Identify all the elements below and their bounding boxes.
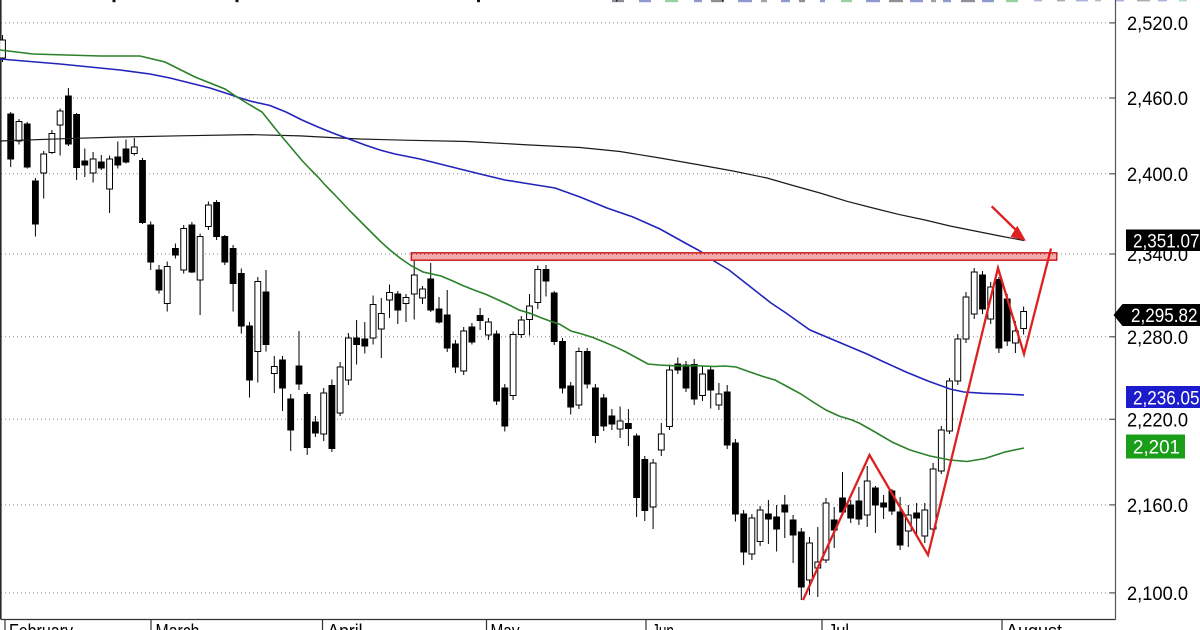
- svg-text:March: March: [156, 621, 200, 630]
- svg-text:2,460.0: 2,460.0: [1127, 88, 1188, 110]
- svg-text:February: February: [9, 621, 73, 630]
- svg-text:2,100.0: 2,100.0: [1127, 583, 1188, 605]
- svg-text:April: April: [328, 621, 363, 630]
- svg-text:2,400.0: 2,400.0: [1127, 164, 1188, 186]
- svg-text:May: May: [491, 621, 520, 630]
- svg-text:2,351.07: 2,351.07: [1133, 231, 1200, 253]
- svg-text:2,280.0: 2,280.0: [1127, 327, 1188, 349]
- svg-text:2,295.82: 2,295.82: [1131, 305, 1198, 327]
- svg-text:2,160.0: 2,160.0: [1127, 495, 1188, 517]
- svg-text:2,220.0: 2,220.0: [1127, 410, 1188, 432]
- svg-text:2,201: 2,201: [1133, 437, 1180, 459]
- svg-text:Jun: Jun: [652, 621, 674, 630]
- svg-text:August: August: [1006, 621, 1063, 630]
- svg-text:Jul: Jul: [828, 621, 849, 630]
- svg-text:2,236.05: 2,236.05: [1133, 387, 1200, 409]
- svg-text:2,520.0: 2,520.0: [1127, 13, 1188, 35]
